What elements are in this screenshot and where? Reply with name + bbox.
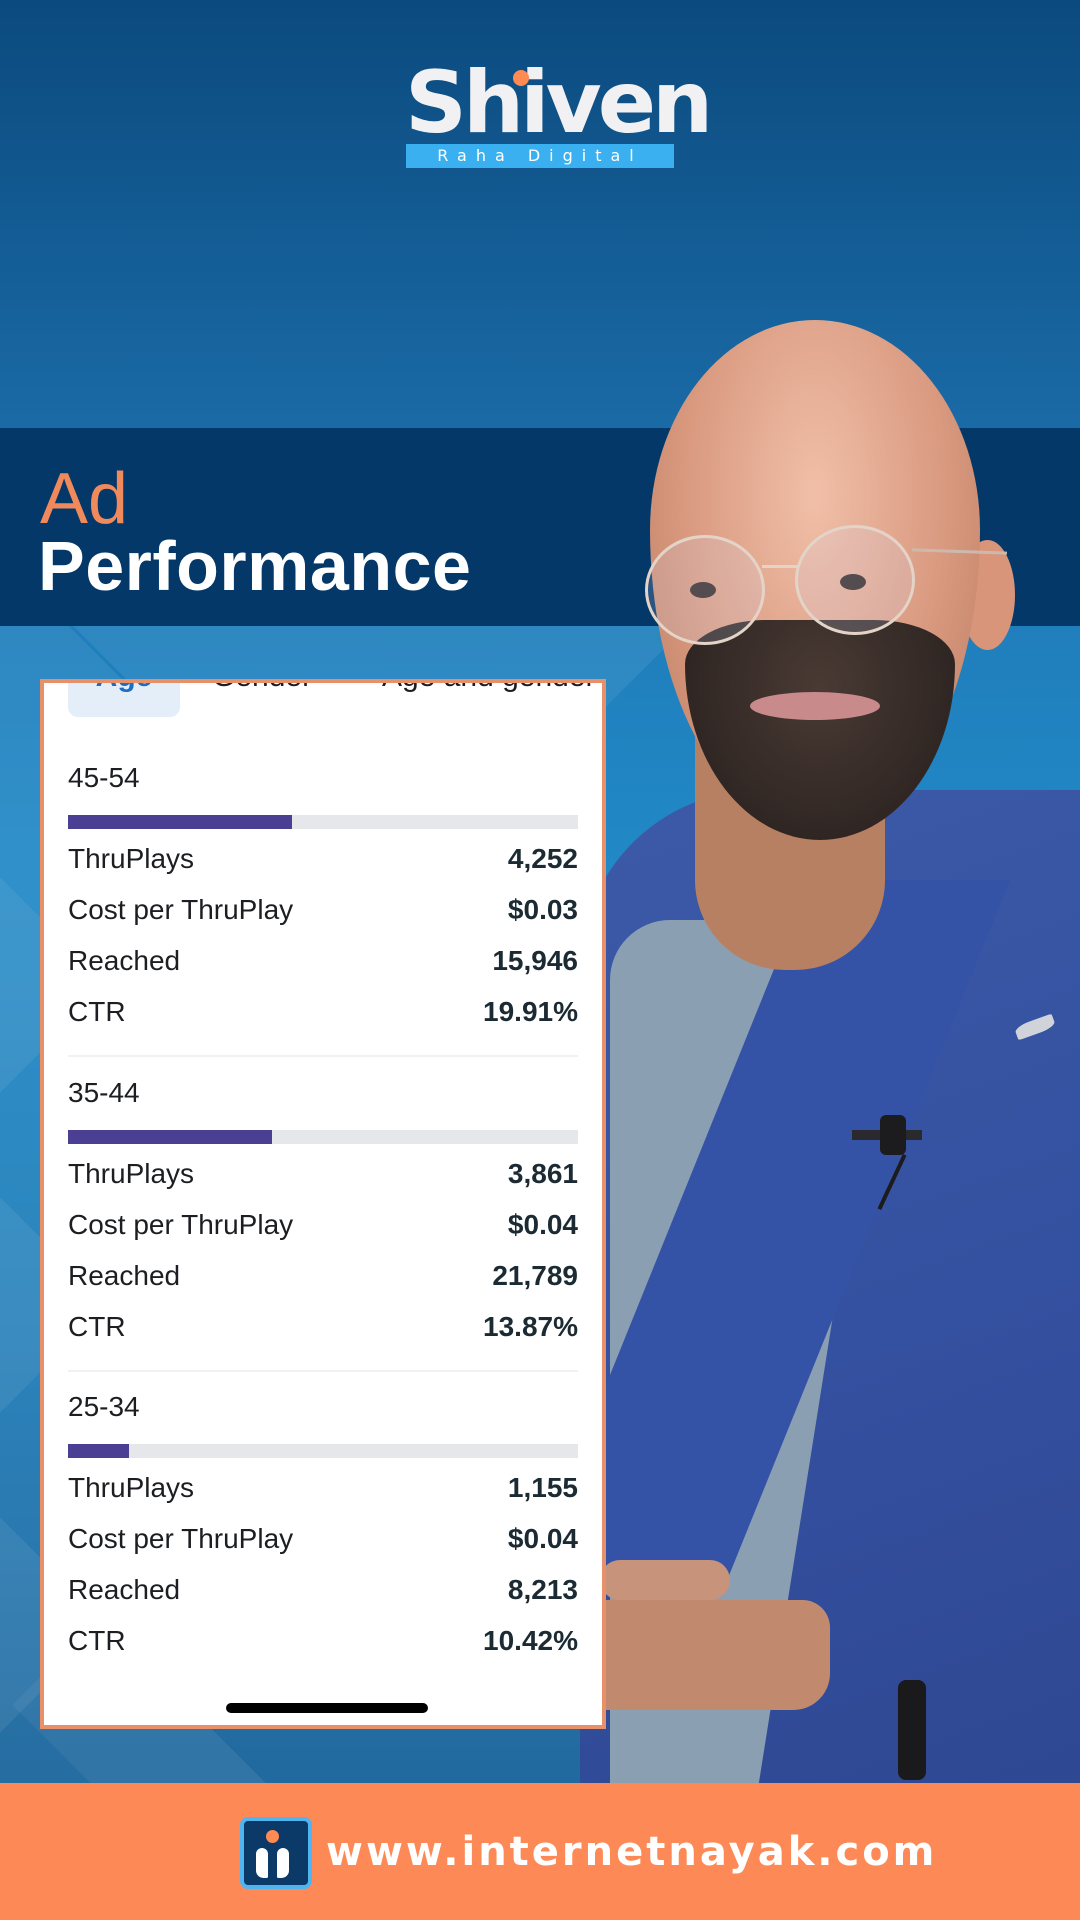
logo-tagline: Raha Digital xyxy=(406,144,674,168)
metric-row-thruplays: ThruPlays 4,252 xyxy=(68,833,578,884)
metric-value: 21,789 xyxy=(492,1259,578,1291)
lavalier-mic-icon xyxy=(880,1115,906,1155)
glasses-lens-right xyxy=(795,525,915,635)
divider xyxy=(68,1370,578,1372)
metric-label: Cost per ThruPlay xyxy=(68,893,294,925)
metric-label: CTR xyxy=(68,1310,126,1342)
smile xyxy=(750,692,880,720)
metric-row-reached: Reached 15,946 xyxy=(68,935,578,986)
progress-track xyxy=(68,1130,578,1144)
age-group-45-54: 45-54 ThruPlays 4,252 Cost per ThruPlay … xyxy=(68,761,578,1057)
tab-age-and-gender[interactable]: Age and gender xyxy=(382,683,596,697)
metric-row-ctr: CTR 10.42% xyxy=(68,1615,578,1666)
home-indicator-bar xyxy=(226,1703,428,1713)
metric-row-ctr: CTR 13.87% xyxy=(68,1301,578,1352)
metric-value: 4,252 xyxy=(507,842,578,874)
metric-value: 3,861 xyxy=(507,1157,578,1189)
footer-bar xyxy=(0,1783,1080,1920)
metric-label: CTR xyxy=(68,995,126,1027)
breakdown-tabs: Age Gender Age and gender xyxy=(44,683,602,717)
metric-label: ThruPlays xyxy=(68,1157,195,1189)
tab-age[interactable]: Age xyxy=(68,683,180,717)
age-group-35-44: 35-44 ThruPlays 3,861 Cost per ThruPlay … xyxy=(68,1076,578,1372)
metric-label: Reached xyxy=(68,1573,181,1605)
tab-gender[interactable]: Gender xyxy=(212,683,312,697)
internetnayak-logo-icon xyxy=(240,1817,312,1889)
metric-row-cost-per-thruplay: Cost per ThruPlay $0.04 xyxy=(68,1513,578,1564)
progress-fill xyxy=(68,815,293,829)
divider xyxy=(68,1055,578,1057)
metric-label: ThruPlays xyxy=(68,1471,195,1503)
metric-value: 15,946 xyxy=(492,944,578,976)
metric-value: $0.04 xyxy=(507,1522,578,1554)
metric-row-reached: Reached 21,789 xyxy=(68,1250,578,1301)
metric-label: CTR xyxy=(68,1624,126,1656)
presenter-photo xyxy=(540,320,1080,1785)
wristwatch xyxy=(898,1680,926,1780)
metric-row-thruplays: ThruPlays 3,861 xyxy=(68,1148,578,1199)
website-link[interactable]: www.internetnayak.com xyxy=(326,1829,938,1875)
metric-value: 19.91% xyxy=(483,995,578,1027)
glasses-lens-left xyxy=(645,535,765,645)
age-group-25-34: 25-34 ThruPlays 1,155 Cost per ThruPlay … xyxy=(68,1390,578,1666)
title-performance: Performance xyxy=(38,527,472,605)
ad-breakdown-screenshot: Age Gender Age and gender 45-54 ThruPlay… xyxy=(40,679,606,1729)
title-ad: Ad xyxy=(40,459,129,539)
metric-value: 13.87% xyxy=(483,1310,578,1342)
metric-row-reached: Reached 8,213 xyxy=(68,1564,578,1615)
metric-value: 8,213 xyxy=(507,1573,578,1605)
age-group-label: 35-44 xyxy=(68,1077,140,1108)
metric-row-cost-per-thruplay: Cost per ThruPlay $0.03 xyxy=(68,884,578,935)
metric-label: Cost per ThruPlay xyxy=(68,1208,294,1240)
metric-label: Reached xyxy=(68,1259,181,1291)
metric-label: ThruPlays xyxy=(68,842,195,874)
metric-row-cost-per-thruplay: Cost per ThruPlay $0.04 xyxy=(68,1199,578,1250)
progress-track xyxy=(68,815,578,829)
metric-label: Cost per ThruPlay xyxy=(68,1522,294,1554)
progress-fill xyxy=(68,1130,272,1144)
age-group-label: 25-34 xyxy=(68,1391,140,1422)
progress-fill xyxy=(68,1444,130,1458)
progress-track xyxy=(68,1444,578,1458)
glasses-bridge xyxy=(762,565,798,568)
metric-label: Reached xyxy=(68,944,181,976)
metric-row-ctr: CTR 19.91% xyxy=(68,986,578,1037)
logo-wordmark: Shiven xyxy=(405,53,713,153)
metric-row-thruplays: ThruPlays 1,155 xyxy=(68,1462,578,1513)
metric-value: 1,155 xyxy=(507,1471,578,1503)
metric-value: $0.04 xyxy=(507,1208,578,1240)
finger xyxy=(600,1560,730,1600)
age-group-label: 45-54 xyxy=(68,762,140,793)
metric-value: 10.42% xyxy=(483,1624,578,1656)
shiven-logo: Shiven Raha Digital xyxy=(405,53,713,168)
metric-value: $0.03 xyxy=(507,893,578,925)
logo-dot-icon xyxy=(513,70,529,86)
